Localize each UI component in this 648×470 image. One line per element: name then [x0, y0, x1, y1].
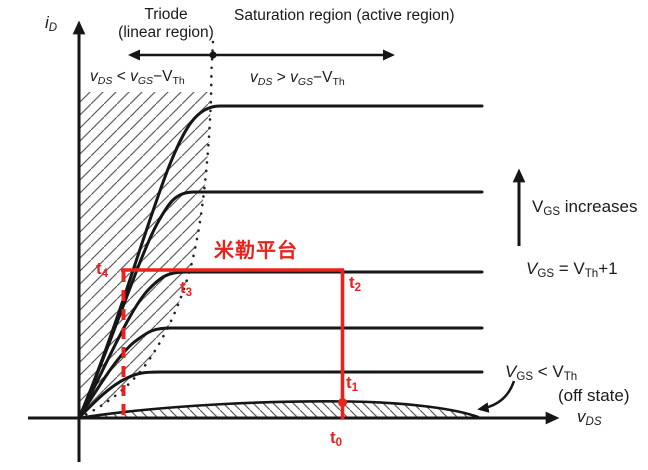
vgs-below-threshold-label: VGS < VTh: [505, 362, 578, 384]
miller-plateau-label: 米勒平台: [214, 240, 298, 262]
iv-curve-vgs-2: [77, 190, 484, 420]
t4-label: t4: [96, 259, 109, 281]
iv-curve-vgs-4: [77, 326, 484, 420]
y-axis-label: iD: [45, 13, 58, 35]
triode-title-line2: (linear region): [118, 23, 214, 41]
triode-condition-label: vDS < vGS−VTh: [90, 68, 185, 87]
off-state-curve: [77, 400, 480, 420]
t0-marker-dot: [338, 398, 347, 407]
saturation-condition-label: vDS > vGS−VTh: [250, 69, 345, 88]
t2-label: t2: [349, 273, 362, 295]
triode-region-title: Triode (linear region): [98, 6, 234, 42]
triode-title-line1: Triode: [144, 6, 188, 23]
off-state-label: (off state): [558, 386, 630, 405]
off-state-curved-arrow: [477, 380, 516, 413]
vgs-increases-label: VGS increases: [532, 197, 638, 219]
iv-curve-vgs-plateau: [77, 270, 484, 420]
saturation-region-title: Saturation region (active region): [234, 7, 455, 24]
t3-label: t3: [180, 278, 193, 300]
boundary-dot: [209, 51, 217, 59]
t1-label: t1: [346, 373, 359, 395]
vgs-equals-label: VGS = VTh+1: [526, 259, 618, 281]
t0-label: t0: [330, 428, 343, 450]
iv-curve-vgs-5: [77, 370, 484, 420]
x-axis-label: vDS: [577, 407, 602, 429]
off-region-hatch: [79, 401, 478, 419]
